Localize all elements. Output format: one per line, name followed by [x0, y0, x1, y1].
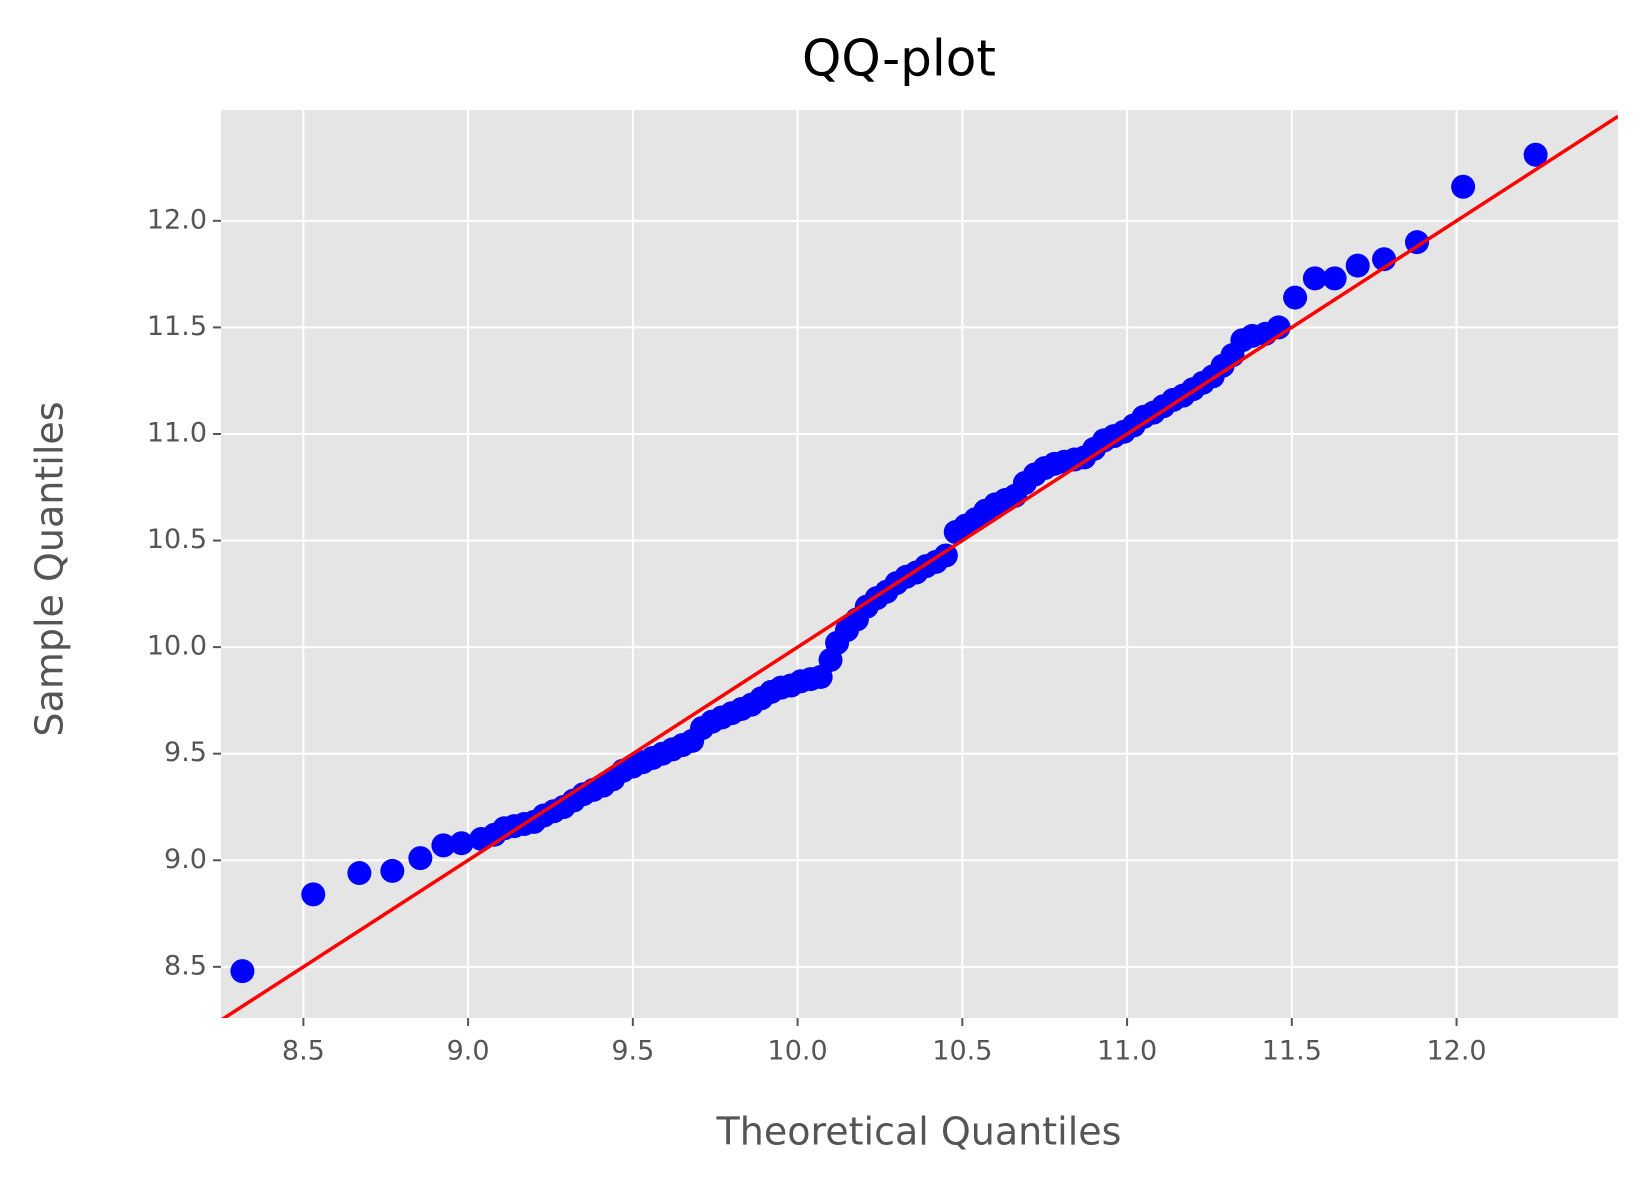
point — [1451, 174, 1476, 199]
y-tick-label: 11.0 — [147, 417, 207, 448]
y-tick-label: 12.0 — [147, 204, 207, 235]
x-tick-label: 9.0 — [447, 1036, 490, 1067]
y-tick-label: 10.0 — [147, 631, 207, 662]
point — [1405, 230, 1430, 255]
x-tick-label: 10.5 — [932, 1036, 992, 1067]
y-tick-label: 10.5 — [147, 524, 207, 555]
point — [230, 959, 255, 984]
y-axis-label: Sample Quantiles — [28, 401, 72, 736]
x-tick-label: 12.0 — [1426, 1036, 1486, 1067]
point — [347, 861, 372, 886]
point — [449, 831, 474, 856]
point — [1322, 266, 1347, 291]
point — [1523, 142, 1548, 167]
chart-title: QQ-plot — [802, 30, 996, 88]
y-tick-label: 11.5 — [147, 311, 207, 342]
point — [301, 882, 326, 907]
x-tick-label: 11.0 — [1097, 1036, 1157, 1067]
y-tick-label: 8.5 — [164, 950, 207, 981]
x-tick-label: 8.5 — [282, 1036, 325, 1067]
reference-line — [221, 114, 1618, 1018]
point — [380, 858, 405, 883]
y-tick-label: 9.5 — [164, 737, 207, 768]
x-axis-label: Theoretical Quantiles — [716, 1110, 1122, 1154]
point — [431, 833, 456, 858]
x-tick-label: 11.5 — [1262, 1036, 1322, 1067]
y-tick-label: 9.0 — [164, 844, 207, 875]
point — [1345, 253, 1370, 278]
x-tick-label: 9.5 — [611, 1036, 654, 1067]
point — [933, 543, 958, 568]
point — [1302, 266, 1327, 291]
point — [408, 846, 433, 871]
x-tick-label: 10.0 — [768, 1036, 828, 1067]
point — [1283, 285, 1308, 310]
